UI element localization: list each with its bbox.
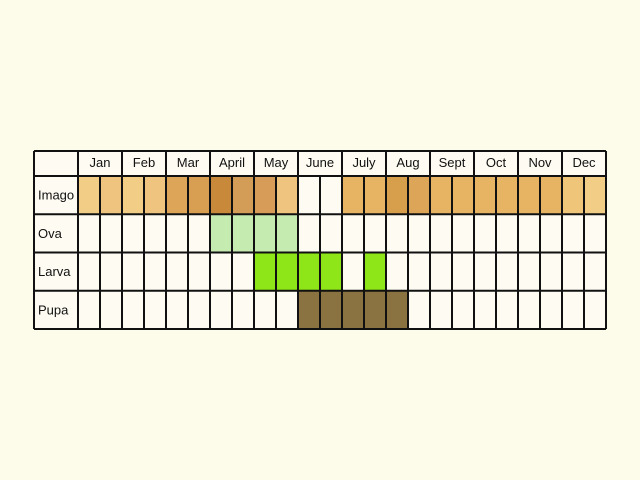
stage-label: Ova <box>38 226 63 241</box>
period-cell-imago <box>254 176 276 215</box>
period-cell-imago <box>166 176 188 215</box>
period-cell-imago <box>364 176 386 215</box>
period-cell-imago <box>430 176 452 215</box>
month-label: Sept <box>439 155 466 170</box>
period-cell-imago <box>518 176 540 215</box>
period-cell-imago <box>386 176 408 215</box>
period-cell-imago <box>562 176 584 215</box>
period-cell-imago <box>232 176 254 215</box>
period-cell-imago <box>144 176 166 215</box>
period-cell-imago <box>100 176 122 215</box>
month-label: Feb <box>133 155 155 170</box>
stage-label: Imago <box>38 188 74 203</box>
period-cell-pupa <box>364 290 386 329</box>
month-label: Nov <box>528 155 552 170</box>
period-cell-larva <box>298 252 320 291</box>
period-cell-larva <box>276 252 298 291</box>
period-cell-imago <box>584 176 606 215</box>
period-cell-imago <box>122 176 144 215</box>
period-cell-ova <box>232 214 254 253</box>
period-cell-imago <box>452 176 474 215</box>
period-cell-imago <box>474 176 496 215</box>
period-cell-ova <box>254 214 276 253</box>
month-label: June <box>306 155 334 170</box>
period-cell-larva <box>320 252 342 291</box>
month-label: July <box>352 155 376 170</box>
period-cell-imago <box>408 176 430 215</box>
period-cell-imago <box>276 176 298 215</box>
period-cell-imago <box>78 176 100 215</box>
period-cell-imago <box>342 176 364 215</box>
stage-label: Pupa <box>38 302 69 317</box>
month-label: Aug <box>396 155 419 170</box>
stage-label: Larva <box>38 264 71 279</box>
period-cell-imago <box>496 176 518 215</box>
month-label: Oct <box>486 155 507 170</box>
month-label: April <box>219 155 245 170</box>
period-cell-ova <box>276 214 298 253</box>
month-label: Jan <box>90 155 111 170</box>
period-cell-ova <box>210 214 232 253</box>
period-cell-larva <box>254 252 276 291</box>
period-cell-imago <box>210 176 232 215</box>
month-label: May <box>264 155 289 170</box>
period-cell-pupa <box>342 290 364 329</box>
period-cell-imago <box>188 176 210 215</box>
period-cell-pupa <box>298 290 320 329</box>
period-cell-pupa <box>386 290 408 329</box>
month-label: Dec <box>572 155 596 170</box>
month-label: Mar <box>177 155 200 170</box>
period-cell-larva <box>364 252 386 291</box>
period-cell-imago <box>540 176 562 215</box>
period-cell-pupa <box>320 290 342 329</box>
